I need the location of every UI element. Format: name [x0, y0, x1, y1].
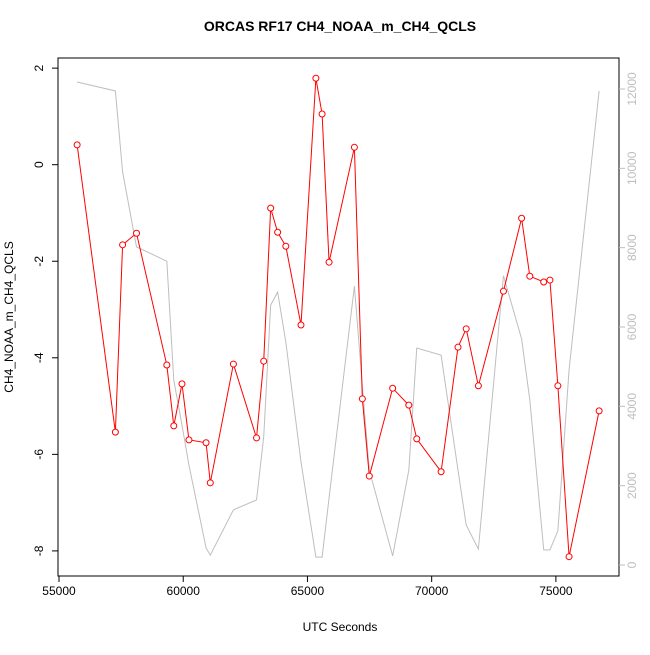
y-axis-label: CH4_NOAA_m_CH4_QCLS: [2, 241, 16, 392]
y-tick-label: -8: [32, 545, 46, 556]
x-tick-label: 75000: [539, 584, 573, 598]
data-point: [365, 472, 373, 480]
y2-tick-label: 12000: [625, 72, 639, 106]
data-point: [178, 380, 186, 388]
data-point: [133, 229, 141, 237]
data-point: [499, 287, 507, 295]
data-point: [540, 278, 548, 286]
x-tick-label: 65000: [291, 584, 325, 598]
x-tick-label: 70000: [415, 584, 449, 598]
data-point: [260, 357, 268, 365]
data-point: [437, 468, 445, 476]
data-point: [206, 479, 214, 487]
y2-tick-label: 4000: [625, 393, 639, 420]
data-point: [185, 436, 193, 444]
data-point: [454, 343, 462, 351]
data-point: [282, 242, 290, 250]
data-point: [119, 241, 127, 249]
data-point: [318, 110, 326, 118]
data-point: [554, 382, 562, 390]
data-point: [253, 434, 261, 442]
series-line: [77, 81, 600, 558]
data-point: [518, 214, 526, 222]
y-tick-label: -4: [32, 352, 46, 363]
y-tick-label: 0: [32, 161, 46, 168]
x-tick-label: 55000: [42, 584, 76, 598]
data-point: [325, 258, 333, 266]
data-point: [274, 228, 282, 236]
data-point: [358, 395, 366, 403]
data-point: [170, 422, 178, 430]
data-point: [413, 435, 421, 443]
y2-tick-label: 0: [625, 561, 639, 568]
data-point: [526, 272, 534, 280]
data-point: [350, 143, 358, 151]
data-point: [462, 325, 470, 333]
data-point: [474, 382, 482, 390]
y-tick-label: 2: [32, 64, 46, 71]
data-point: [546, 276, 554, 284]
data-point: [565, 553, 573, 561]
x-axis-label: UTC Seconds: [303, 620, 378, 634]
y2-tick-label: 2000: [625, 472, 639, 499]
data-point: [163, 361, 171, 369]
data-point: [595, 407, 603, 415]
y2-tick-label: 10000: [625, 151, 639, 185]
plot-box: [57, 57, 620, 577]
data-point: [297, 321, 305, 329]
data-point: [267, 204, 275, 212]
y-tick-label: -2: [32, 256, 46, 267]
series-line: [76, 78, 600, 557]
y2-tick-label: 6000: [625, 313, 639, 340]
data-point: [202, 439, 210, 447]
y2-tick-label: 8000: [625, 234, 639, 261]
data-point: [229, 360, 237, 368]
chart-title: ORCAS RF17 CH4_NOAA_m_CH4_QCLS: [204, 18, 476, 34]
data-point: [111, 428, 119, 436]
y-tick-label: -6: [32, 449, 46, 460]
x-tick-label: 60000: [167, 584, 201, 598]
data-point: [312, 74, 320, 82]
data-point: [73, 141, 81, 149]
data-point: [405, 401, 413, 409]
data-point: [389, 384, 397, 392]
